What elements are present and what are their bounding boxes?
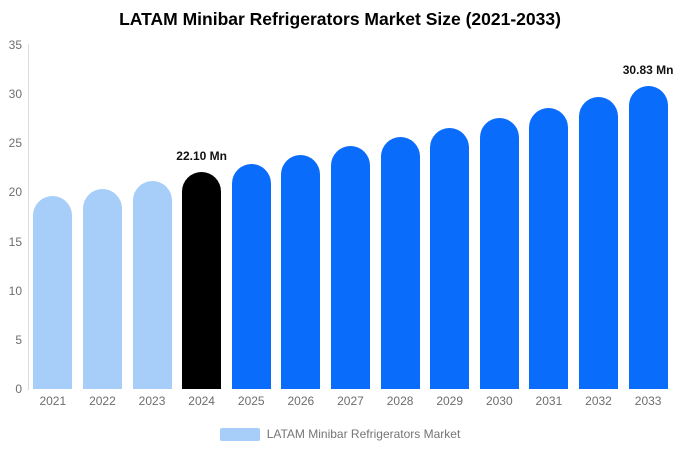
bar-2028 <box>380 137 420 389</box>
y-tick-label: 25 <box>8 136 22 151</box>
bar-column-2023 <box>127 45 177 389</box>
x-axis-labels: 2021 2022 2023 2024 2025 2026 2027 2028 2029 2030… <box>28 394 673 408</box>
y-tick-label: 35 <box>8 38 22 52</box>
chart-title: LATAM Minibar Refrigerators Market Size … <box>119 9 561 29</box>
y-tick-label: 15 <box>8 234 22 249</box>
x-tick-label-2029: 2029 <box>436 394 464 408</box>
x-tick-label-2028: 2028 <box>386 394 414 408</box>
x-tick-label-2023: 2023 <box>138 394 166 408</box>
x-tick-label-2024: 2024 <box>188 394 215 408</box>
bar-2033 <box>628 86 668 389</box>
bar-2024 <box>182 171 222 389</box>
bar-column-2033: 30.83 Mn <box>623 45 673 389</box>
bar-2029 <box>430 127 470 389</box>
bar-2027 <box>330 146 370 389</box>
x-tick-label-2033: 2033 <box>634 394 662 408</box>
y-tick-label: 30 <box>8 87 22 102</box>
legend-label: LATAM Minibar Refrigerators Market <box>266 427 461 441</box>
bar-value-label-2024: 22.10 Mn <box>176 148 227 163</box>
bar-column-2022 <box>78 45 128 389</box>
bar-2031 <box>529 107 569 389</box>
x-tick-label-2025: 2025 <box>237 394 265 408</box>
bar-2025 <box>231 163 271 389</box>
bar-2023 <box>132 180 172 389</box>
bar-2026 <box>281 155 321 389</box>
bar-2030 <box>479 117 519 389</box>
bar-column-2031 <box>524 45 574 389</box>
y-tick-label: 10 <box>8 283 22 298</box>
y-axis-line <box>28 44 29 390</box>
bar-column-2030 <box>474 45 524 389</box>
bar-column-2025 <box>226 45 276 389</box>
bar-2022 <box>82 188 122 389</box>
legend-swatch <box>219 427 260 441</box>
bar-2032 <box>579 97 618 389</box>
bars-container: 22.10 Mn 30.83 Mn <box>28 45 673 389</box>
x-tick-label-2027: 2027 <box>337 394 364 408</box>
legend: LATAM Minibar Refrigerators Market <box>0 427 680 441</box>
x-tick-label-2026: 2026 <box>287 394 315 408</box>
y-tick-label: 0 <box>15 382 22 396</box>
bar-column-2029 <box>425 45 475 389</box>
bar-column-2027 <box>326 45 376 389</box>
x-tick-label-2022: 2022 <box>89 394 116 408</box>
bar-column-2032 <box>574 45 624 389</box>
x-tick-label-2030: 2030 <box>485 394 513 408</box>
bar-column-2028 <box>375 45 425 389</box>
y-tick-label: 5 <box>15 332 22 347</box>
bar-column-2021 <box>28 45 78 389</box>
bar-column-2026 <box>276 45 326 389</box>
x-tick-label-2031: 2031 <box>535 394 563 408</box>
bar-2021 <box>33 196 73 389</box>
x-tick-label-2021: 2021 <box>39 394 67 408</box>
bar-value-label-2033: 30.83 Mn <box>622 63 674 77</box>
bar-column-2024: 22.10 Mn <box>176 45 227 389</box>
x-tick-label-2032: 2032 <box>585 394 612 408</box>
y-tick-label: 20 <box>8 185 22 200</box>
